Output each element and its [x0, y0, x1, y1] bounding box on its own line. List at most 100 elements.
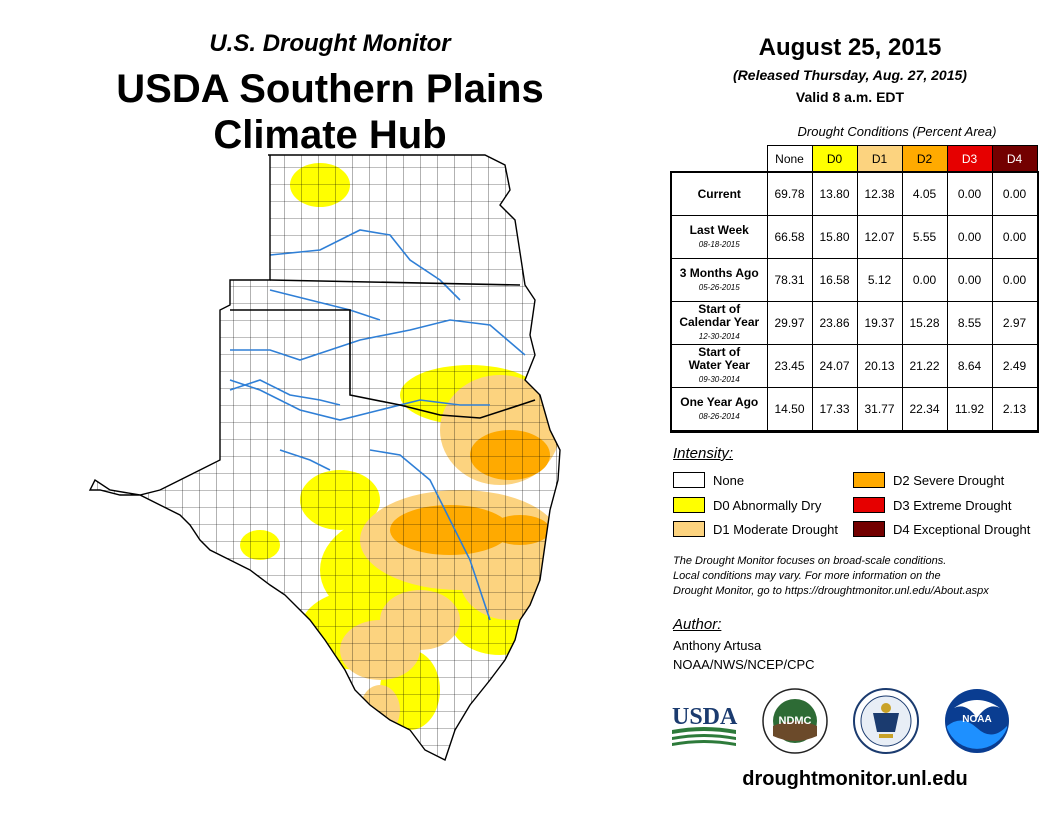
row-label-line: One Year Ago	[680, 394, 759, 409]
note-line3: Drought Monitor, go to https://droughtmo…	[673, 585, 989, 597]
cell-value: 0.00	[991, 258, 1038, 302]
legend-swatch	[853, 497, 885, 513]
row-label-line: Current	[697, 186, 741, 201]
row-label-line: Calendar Year	[679, 315, 760, 329]
cell-value: 24.07	[811, 344, 858, 388]
map-title: USDA Southern Plains Climate Hub	[0, 66, 660, 158]
column-header-d4: D4	[991, 145, 1038, 173]
cell-value: 2.49	[991, 344, 1038, 388]
author-name: Anthony Artusa	[673, 638, 762, 653]
legend-title: Intensity:	[673, 445, 734, 462]
note-line2: Local conditions may vary. For more info…	[673, 570, 941, 582]
author-title: Author:	[673, 616, 722, 633]
cell-value: 78.31	[766, 258, 813, 302]
row-label: Start of Water Year 09-30-2014	[671, 344, 768, 388]
legend-label: D0 Abnormally Dry	[713, 497, 822, 513]
svg-text:NDMC: NDMC	[779, 715, 812, 727]
legend-swatch	[673, 521, 705, 537]
cell-value: 29.97	[766, 301, 813, 345]
legend-label: None	[713, 472, 745, 488]
usda-logo: USDA	[672, 704, 738, 746]
cell-value: 23.86	[811, 301, 858, 345]
table-header-row: None D0 D1 D2 D3 D4	[672, 145, 1038, 173]
cell-value: 31.77	[856, 387, 903, 431]
row-label: 3 Months Ago 05-26-2015	[671, 258, 768, 302]
drought-map	[89, 154, 561, 761]
map-title-line1: USDA Southern Plains	[116, 67, 544, 111]
table-row: Start of Water Year 09-30-2014 23.45 24.07 20…	[671, 344, 1038, 388]
cell-value: 69.78	[766, 172, 813, 216]
cell-value: 12.07	[856, 215, 903, 259]
cell-value: 14.50	[766, 387, 813, 431]
legend-item: D0 Abnormally Dry	[673, 497, 821, 513]
state-borders	[230, 279, 536, 419]
row-label: Start of Calendar Year 12-30-2014	[671, 301, 768, 345]
nws-seal-logo	[853, 688, 919, 754]
cell-value: 19.37	[856, 301, 903, 345]
legend-swatch	[853, 472, 885, 488]
cell-value: 21.22	[901, 344, 948, 388]
row-label: Last Week 08-18-2015	[671, 215, 768, 259]
valid-time: Valid 8 a.m. EDT	[795, 89, 905, 105]
drought-conditions-table: None D0 D1 D2 D3 D4 Current 69.78 13.80 12.…	[669, 145, 1039, 433]
column-header-none: None	[766, 145, 813, 173]
cell-value: 16.58	[811, 258, 858, 302]
cell-value: 5.55	[901, 215, 948, 259]
map-subtitle: U.S. Drought Monitor	[209, 30, 451, 57]
row-date: 08-18-2015	[698, 239, 740, 249]
cell-value: 0.00	[901, 258, 948, 302]
cell-value: 66.58	[766, 215, 813, 259]
column-header-d0: D0	[811, 145, 858, 173]
cell-value: 0.00	[946, 258, 993, 302]
cell-value: 5.12	[856, 258, 903, 302]
legend-swatch	[673, 472, 705, 488]
row-label: One Year Ago 08-26-2014	[671, 387, 768, 431]
legend-item: D4 Exceptional Drought	[853, 521, 1030, 537]
cell-value: 11.92	[946, 387, 993, 431]
row-date: 05-26-2015	[698, 282, 740, 292]
disclaimer-note: The Drought Monitor focuses on broad-sca…	[673, 554, 1043, 599]
cell-value: 22.34	[901, 387, 948, 431]
cell-value: 0.00	[991, 172, 1038, 216]
svg-text:NOAA: NOAA	[962, 714, 991, 725]
cell-value: 0.00	[946, 215, 993, 259]
cell-value: 15.80	[811, 215, 858, 259]
legend-label: D3 Extreme Drought	[893, 497, 1012, 513]
map-title-line2: Climate Hub	[213, 113, 447, 157]
row-date: 08-26-2014	[698, 411, 740, 421]
table-row: Last Week 08-18-2015 66.58 15.80 12.07 5.55 0.…	[671, 215, 1038, 259]
cell-value: 8.55	[946, 301, 993, 345]
row-label-line: Start of	[698, 345, 741, 359]
cell-value: 15.28	[901, 301, 948, 345]
legend-item: D1 Moderate Drought	[673, 521, 838, 537]
column-header-d2: D2	[901, 145, 948, 173]
website-url[interactable]: droughtmonitor.unl.edu	[742, 768, 968, 790]
legend-item: None	[673, 472, 744, 488]
noaa-logo: NOAA	[945, 689, 1009, 753]
table-body: Current 69.78 13.80 12.38 4.05 0.00 0.00 Last W…	[669, 170, 1039, 433]
column-header-d3: D3	[946, 145, 993, 173]
svg-text:USDA: USDA	[672, 704, 738, 730]
legend-label: D2 Severe Drought	[893, 472, 1005, 488]
row-label-line: Start of	[698, 302, 741, 316]
table-row: Start of Calendar Year 12-30-2014 29.97 23.8…	[671, 301, 1038, 345]
release-date: (Released Thursday, Aug. 27, 2015)	[733, 67, 967, 83]
table-caption: Drought Conditions (Percent Area)	[797, 124, 997, 139]
legend-item: D3 Extreme Drought	[853, 497, 1012, 513]
row-date: 12-30-2014	[698, 332, 740, 341]
map-date: August 25, 2015	[758, 34, 942, 61]
cell-value: 2.97	[991, 301, 1038, 345]
cell-value: 20.13	[856, 344, 903, 388]
row-label: Current	[671, 172, 768, 216]
column-header-d1: D1	[856, 145, 903, 173]
cell-value: 4.05	[901, 172, 948, 216]
table-row: Current 69.78 13.80 12.38 4.05 0.00 0.00	[671, 172, 1038, 216]
cell-value: 0.00	[946, 172, 993, 216]
row-date: 09-30-2014	[698, 375, 740, 384]
table-row: 3 Months Ago 05-26-2015 78.31 16.58 5.12 0.00…	[671, 258, 1038, 302]
cell-value: 0.00	[991, 215, 1038, 259]
legend-label: D1 Moderate Drought	[713, 521, 839, 537]
cell-value: 8.64	[946, 344, 993, 388]
table-row: One Year Ago 08-26-2014 14.50 17.33 31.77 22.…	[671, 387, 1038, 431]
cell-value: 23.45	[766, 344, 813, 388]
